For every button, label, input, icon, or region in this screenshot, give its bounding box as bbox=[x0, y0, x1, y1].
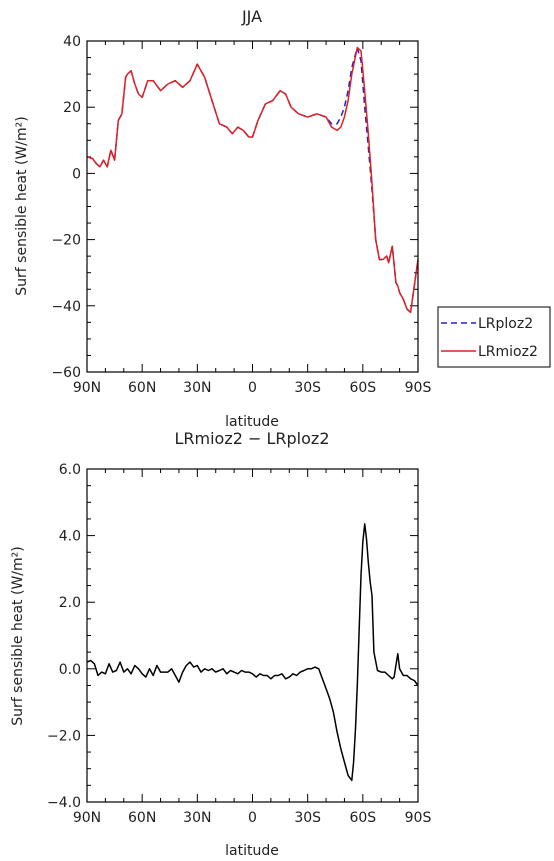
top-y-tick-label: −40 bbox=[51, 299, 81, 315]
top-y-tick-label: −60 bbox=[51, 365, 81, 381]
bottom-x-tick-label-s30: 30S bbox=[294, 810, 321, 826]
bottom-y-tick-label: 6.0 bbox=[59, 462, 81, 478]
top-panel: JJA 90N 60N 30N 0 30S 60S 90S 40 20 0 −20 −40 −60 la… bbox=[14, 7, 551, 430]
legend: LRploz2 LRmioz2 bbox=[437, 306, 551, 368]
bottom-x-tick-label-s90: 90S bbox=[405, 810, 432, 826]
top-y-axis-label: Surf sensible heat (W/m²) bbox=[14, 116, 30, 295]
bottom-y-axis-label: Surf sensible heat (W/m²) bbox=[10, 546, 26, 725]
bottom-x-tick-label-n90: 90N bbox=[73, 810, 101, 826]
top-x-tick-label-n90: 90N bbox=[73, 380, 101, 396]
bottom-x-tick-label-eq: 0 bbox=[248, 810, 257, 826]
top-y-tick-label: 0 bbox=[72, 166, 81, 182]
top-x-tick-label-s30: 30S bbox=[294, 380, 321, 396]
bottom-x-tick-label-n30: 30N bbox=[183, 810, 211, 826]
bottom-plot-frame bbox=[86, 468, 419, 803]
bottom-chart-title: LRmioz2 − LRploz2 bbox=[174, 429, 329, 448]
legend-box bbox=[437, 306, 551, 368]
top-x-tick-label-s90: 90S bbox=[405, 380, 432, 396]
top-x-tick-label-n30: 30N bbox=[183, 380, 211, 396]
top-x-tick-label-s60: 60S bbox=[349, 380, 376, 396]
bottom-x-axis-label: latitude bbox=[225, 843, 279, 859]
bottom-panel: LRmioz2 − LRploz2 90N 60N 30N 0 30S 60S 90S 6.0… bbox=[10, 429, 431, 859]
top-y-tick-label: 20 bbox=[63, 100, 81, 116]
bottom-series-line-difference bbox=[86, 523, 419, 782]
top-y-tick-label: 40 bbox=[63, 34, 81, 50]
bottom-x-tick-label-s60: 60S bbox=[349, 810, 376, 826]
bottom-y-tick-label: −2.0 bbox=[47, 728, 81, 744]
top-x-tick-label-n60: 60N bbox=[128, 380, 156, 396]
top-x-tick-label-eq: 0 bbox=[248, 380, 257, 396]
legend-label-lrmioz2: LRmioz2 bbox=[478, 344, 538, 360]
bottom-y-tick-label: 4.0 bbox=[59, 529, 81, 545]
top-series-line-lrmioz2 bbox=[86, 46, 419, 314]
top-y-tick-label: −20 bbox=[51, 233, 81, 249]
bottom-y-tick-label: 0.0 bbox=[59, 662, 81, 678]
top-plot-frame bbox=[86, 40, 419, 373]
top-chart-title: JJA bbox=[241, 7, 262, 26]
top-x-axis-label: latitude bbox=[225, 414, 279, 430]
bottom-y-tick-label: −4.0 bbox=[47, 795, 81, 811]
bottom-x-tick-label-n60: 60N bbox=[128, 810, 156, 826]
legend-label-lrploz2: LRploz2 bbox=[478, 316, 533, 332]
bottom-y-tick-label: 2.0 bbox=[59, 595, 81, 611]
